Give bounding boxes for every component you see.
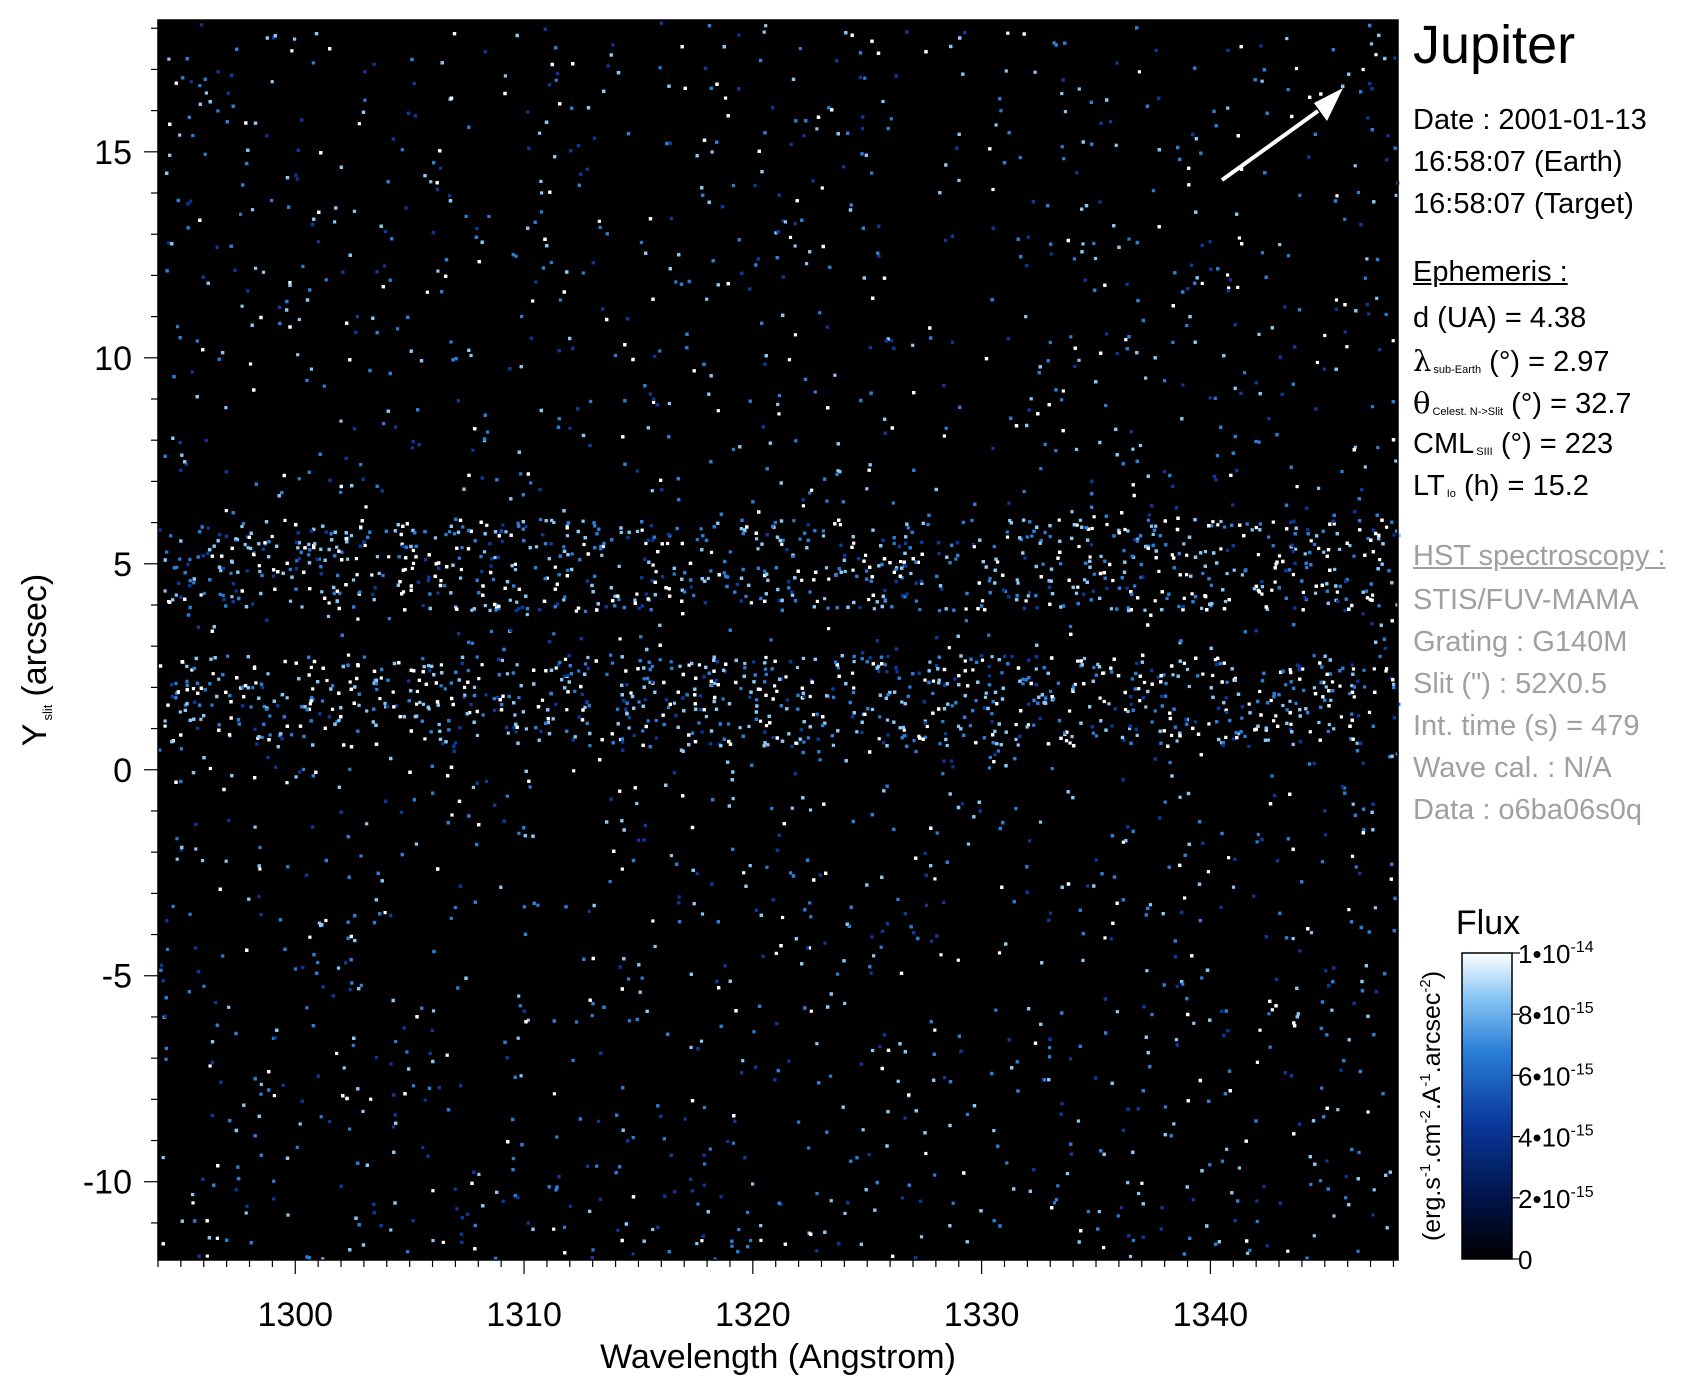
y-tick-label: 15 bbox=[94, 134, 132, 172]
y-tick-label: 0 bbox=[113, 752, 132, 790]
ephemeris-lambda: λ sub-Earth (°) = 2.97 bbox=[1413, 344, 1610, 379]
y-axis-label: Yslit (arcsec) bbox=[16, 574, 55, 746]
direction-arrow bbox=[1220, 88, 1343, 182]
y-axis: -10 -5 0 5 10 15 bbox=[83, 27, 158, 1224]
cml-sub: SIII bbox=[1476, 446, 1493, 458]
target-time: 16:58:07 (Target) bbox=[1413, 188, 1634, 220]
colorbar bbox=[1461, 952, 1513, 1260]
theta-sub: Celest. N->Slit bbox=[1432, 406, 1504, 418]
observation-date: Date : 2001-01-13 bbox=[1413, 104, 1647, 136]
instrument-data-id: Data : o6ba06s0q bbox=[1413, 794, 1642, 826]
y-tick-label: -10 bbox=[83, 1164, 132, 1202]
x-axis-label: Wavelength (Angstrom) bbox=[600, 1338, 956, 1376]
colorbar-tick-label: 4•10-15 bbox=[1518, 1123, 1594, 1153]
x-axis: 1300 1310 1320 1330 1340 bbox=[157, 1260, 1395, 1334]
ephemeris-lt: LT Io (h) = 15.2 bbox=[1413, 470, 1589, 503]
instrument-detector: STIS/FUV-MAMA bbox=[1413, 584, 1639, 616]
y-axis-label-unit: (arcsec) bbox=[16, 574, 54, 697]
x-tick-label: 1340 bbox=[1173, 1296, 1249, 1334]
ephemeris-theta: θ Celest. N->Slit (°) = 32.7 bbox=[1413, 386, 1632, 421]
colorbar-label: (erg.s-1.cm-2.A-1.arcsec-2) bbox=[1417, 971, 1446, 1241]
colorbar-tick-label: 6•10-15 bbox=[1518, 1061, 1594, 1091]
ephemeris-cml: CML SIII (°) = 223 bbox=[1413, 428, 1613, 461]
y-tick-label: 5 bbox=[113, 546, 132, 584]
lambda-value: (°) = 2.97 bbox=[1489, 346, 1610, 378]
instrument-wave-cal: Wave cal. : N/A bbox=[1413, 752, 1612, 784]
y-axis-label-main: Y bbox=[16, 724, 54, 747]
lt-value: (h) = 15.2 bbox=[1463, 470, 1589, 502]
colorbar-tick-label: 1•10-14 bbox=[1518, 939, 1594, 969]
colorbar-tick-label: 0 bbox=[1518, 1245, 1532, 1275]
lambda-symbol: λ bbox=[1413, 344, 1432, 378]
plot-frame bbox=[157, 19, 1399, 1261]
colorbar-tick-label: 2•10-15 bbox=[1518, 1184, 1594, 1214]
target-name: Jupiter bbox=[1413, 15, 1576, 75]
colorbar-tick-label: 8•10-15 bbox=[1518, 1000, 1594, 1030]
ephemeris-distance: d (UA) = 4.38 bbox=[1413, 302, 1587, 334]
lt-sub: Io bbox=[1446, 488, 1456, 500]
lambda-sub: sub-Earth bbox=[1433, 364, 1482, 376]
spectrum-pixels bbox=[158, 21, 1401, 1264]
cml-value: (°) = 223 bbox=[1500, 428, 1614, 460]
ephemeris-heading: Ephemeris : bbox=[1413, 256, 1568, 288]
colorbar-title: Flux bbox=[1456, 904, 1520, 942]
cml-main: CML bbox=[1413, 428, 1475, 460]
lt-main: LT bbox=[1413, 470, 1445, 502]
earth-time: 16:58:07 (Earth) bbox=[1413, 146, 1623, 178]
colorbar-ticks: 0 2•10-15 4•10-15 6•10-15 8•10-15 1•10-14 bbox=[1512, 939, 1594, 1275]
instrument-heading: HST spectroscopy : bbox=[1413, 540, 1666, 572]
theta-value: (°) = 32.7 bbox=[1511, 388, 1632, 420]
x-tick-label: 1300 bbox=[257, 1296, 333, 1334]
instrument-slit: Slit (") : 52X0.5 bbox=[1413, 668, 1608, 700]
instrument-grating: Grating : G140M bbox=[1413, 626, 1628, 658]
x-tick-label: 1320 bbox=[715, 1296, 791, 1334]
theta-symbol: θ bbox=[1413, 386, 1431, 420]
y-tick-label: -5 bbox=[102, 958, 132, 996]
instrument-int-time: Int. time (s) = 479 bbox=[1413, 710, 1640, 742]
spectrum-image bbox=[158, 20, 1398, 1260]
y-axis-label-sub: slit bbox=[40, 704, 55, 720]
x-tick-label: 1310 bbox=[486, 1296, 562, 1334]
y-tick-label: 10 bbox=[94, 340, 132, 378]
x-tick-label: 1330 bbox=[944, 1296, 1020, 1334]
